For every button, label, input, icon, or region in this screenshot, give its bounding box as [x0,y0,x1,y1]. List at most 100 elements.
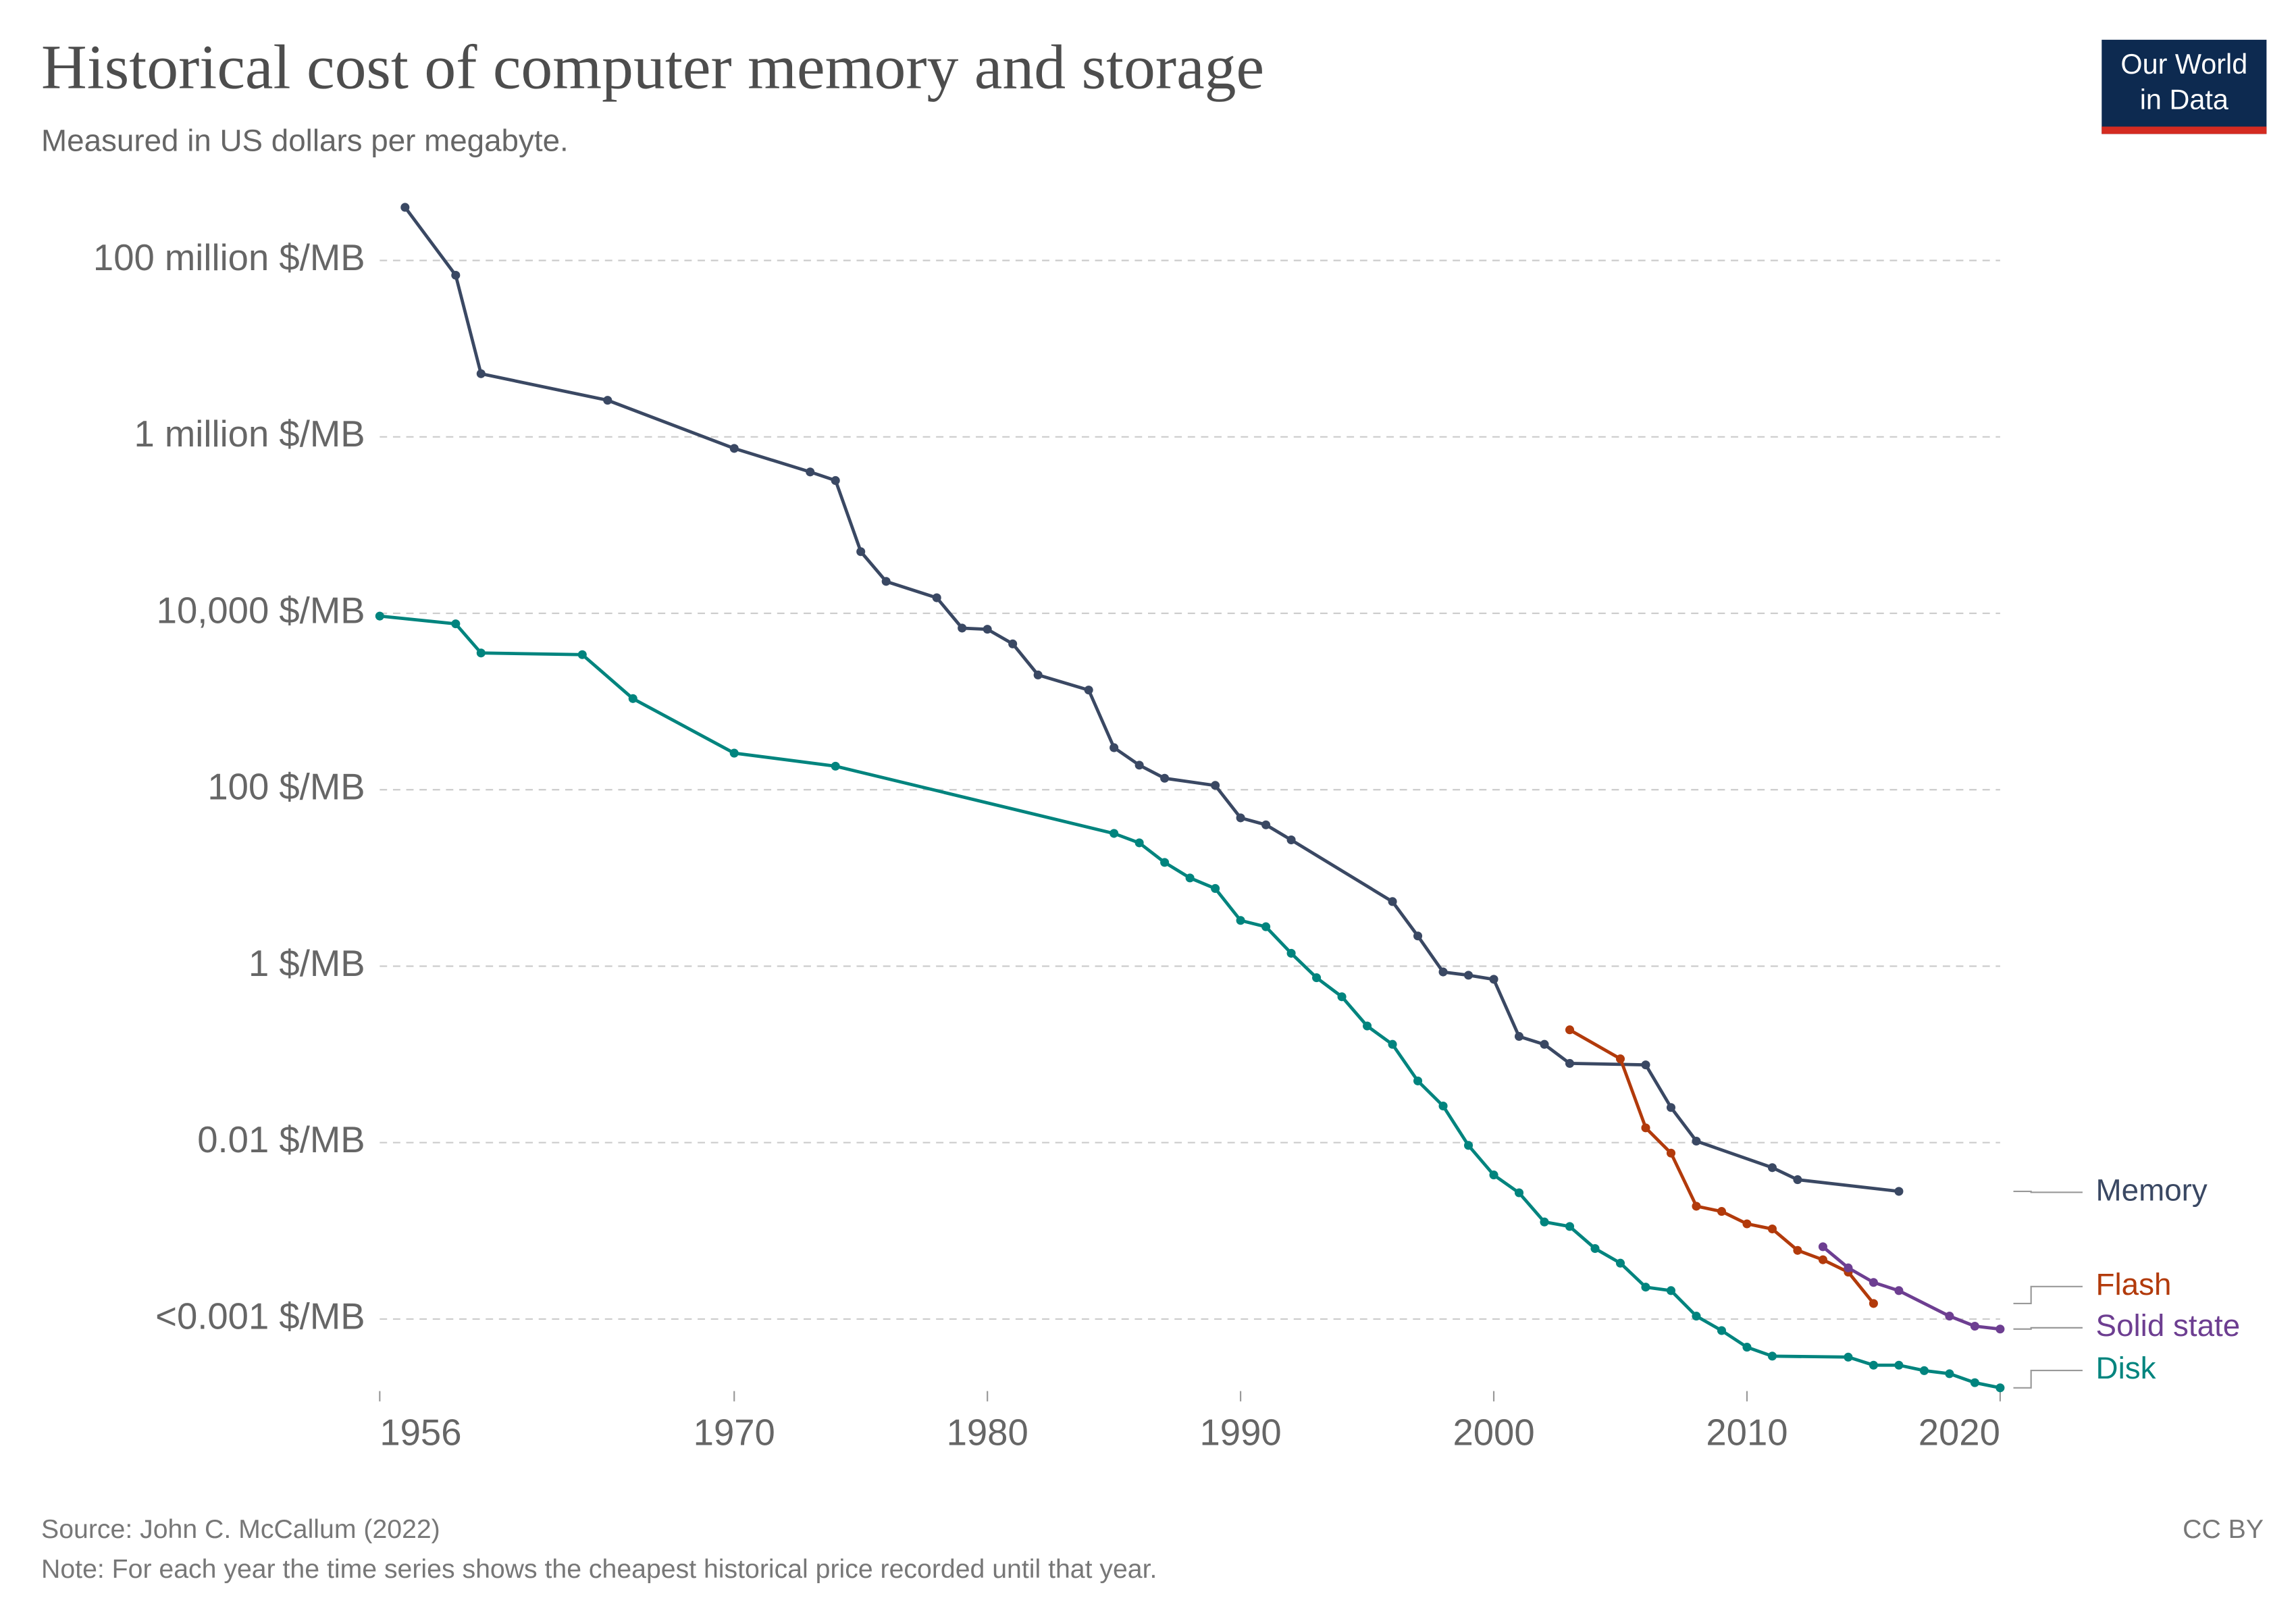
source: Source: John C. McCallum (2022) [41,1514,440,1544]
data-point [1869,1278,1878,1287]
data-point [1514,1188,1524,1198]
data-point [1767,1352,1777,1361]
data-point [603,396,612,405]
data-point [881,577,891,586]
x-tick-label: 2020 [1919,1412,2000,1453]
series: Memory [400,203,2208,1207]
series-label: Flash [2096,1267,2172,1302]
data-point [1438,1101,1448,1111]
data-point [1084,686,1093,695]
data-point [1388,897,1397,906]
data-point [1413,1076,1423,1085]
chart-subtitle: Measured in US dollars per megabyte. [41,123,569,157]
data-point [1286,948,1296,958]
data-point [1919,1366,1929,1375]
data-point [958,623,967,633]
data-point [1590,1243,1600,1254]
data-point [1692,1136,1701,1146]
data-point [1615,1258,1625,1268]
data-point [831,475,840,485]
data-point [1995,1324,2005,1334]
data-point [1692,1312,1701,1321]
data-point [1641,1123,1650,1133]
data-point [1413,931,1423,941]
data-point [1540,1217,1549,1227]
data-point [1236,916,1245,925]
series: Flash [1565,1025,2171,1308]
data-point [856,547,866,557]
data-point [1692,1202,1701,1211]
data-point [1134,838,1144,848]
data-point [1008,639,1018,648]
series: Solid state [1818,1242,2240,1343]
data-point [1641,1060,1650,1070]
label-leader [2013,1369,2083,1389]
series-label: Memory [2096,1173,2208,1207]
data-point [1261,820,1271,829]
series-label: Disk [2096,1351,2156,1385]
data-point [476,648,486,658]
logo-box [2102,39,2267,134]
note: Note: For each year the time series show… [41,1554,1157,1584]
data-point [983,625,992,634]
y-tick-label: 100 million $/MB [93,237,365,278]
data-point [451,270,461,280]
data-point [1793,1175,1802,1185]
x-tick-label: 1980 [947,1412,1028,1453]
data-point [1818,1242,1827,1252]
data-point [1767,1225,1777,1234]
series: Disk [375,611,2156,1393]
data-point [1717,1326,1727,1335]
x-tick-label: 1970 [694,1412,775,1453]
data-point [1615,1054,1625,1064]
data-point [1211,781,1220,790]
data-point [1185,873,1195,883]
data-point [1818,1255,1827,1264]
x-tick-label: 2010 [1706,1412,1788,1453]
logo: Our World in Data [2102,39,2267,134]
y-tick-label: 1 $/MB [249,943,365,984]
x-tick-label: 2000 [1453,1412,1534,1453]
data-point [1844,1352,1853,1362]
data-point [1363,1021,1372,1031]
data-point [729,748,739,758]
data-point [1869,1299,1878,1308]
data-point [1742,1343,1752,1352]
data-point [806,467,815,477]
data-point [1211,883,1220,893]
data-point [1742,1219,1752,1229]
data-point [1666,1103,1676,1112]
data-point [375,611,384,621]
y-tick-label: 0.01 $/MB [197,1119,365,1160]
data-point [1641,1283,1650,1292]
data-point [1666,1286,1676,1295]
data-point [1261,922,1271,931]
data-point [1286,835,1296,845]
data-point [628,694,637,703]
data-point [1134,761,1144,770]
x-tick-label: 1990 [1200,1412,1282,1453]
series-line [1569,1028,1875,1305]
data-point [1438,967,1448,977]
data-point [1489,1170,1498,1180]
data-point [1894,1187,1904,1196]
data-point [1995,1383,2005,1393]
y-tick-label: 1 million $/MB [134,413,365,455]
data-point [932,593,941,602]
label-leader [2013,1327,2083,1330]
data-point [1717,1207,1727,1216]
data-point [1110,743,1119,752]
logo-text: Our World [2120,49,2247,80]
y-tick-label: 100 $/MB [207,767,365,808]
data-point [1894,1360,1904,1370]
data-point [476,369,486,378]
data-point [831,761,840,771]
data-point [1565,1222,1575,1231]
data-point [577,650,587,659]
data-point [1489,975,1498,984]
data-point [1666,1148,1676,1158]
data-point [1337,992,1347,1002]
data-point [1312,973,1322,983]
series-line [1821,1245,2001,1331]
